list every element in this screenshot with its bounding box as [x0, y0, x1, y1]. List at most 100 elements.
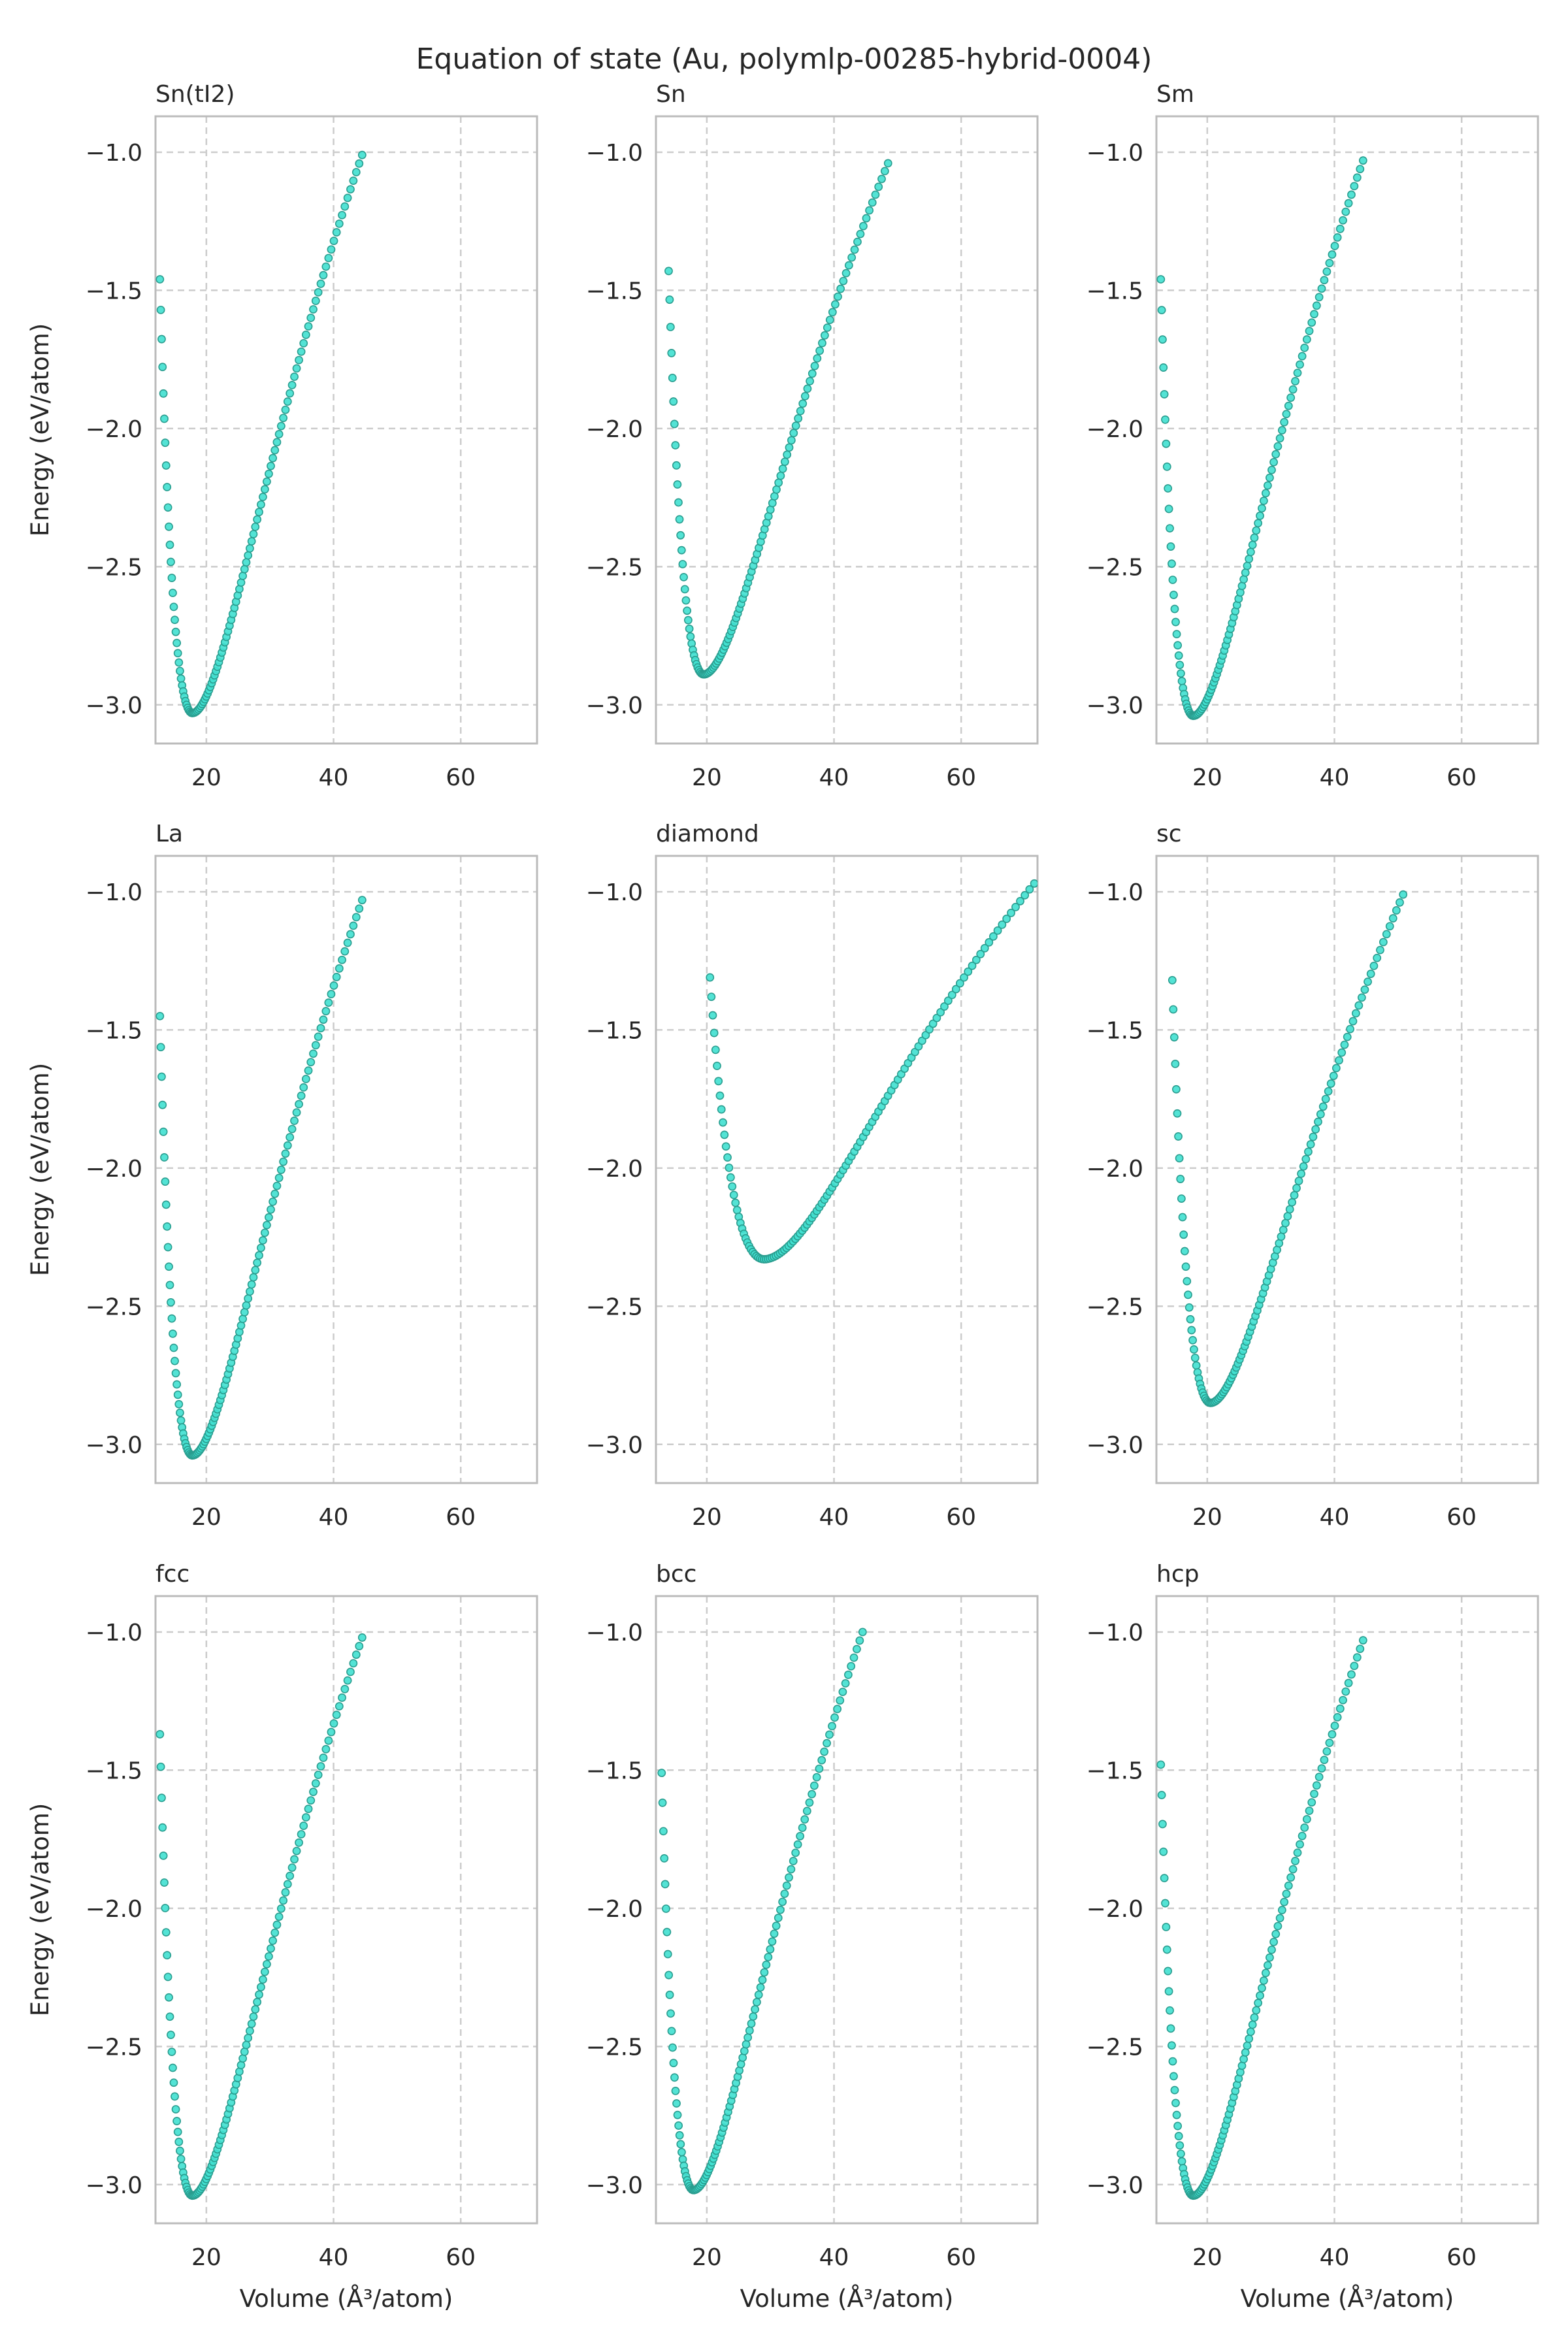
data-point: [169, 2063, 177, 2072]
data-point: [260, 1228, 269, 1237]
data-point: [1350, 1661, 1359, 1671]
data-point: [1186, 1315, 1195, 1324]
data-point: [1259, 497, 1268, 505]
data-point: [167, 1314, 176, 1323]
data-point: [673, 480, 682, 489]
data-point: [1241, 2048, 1250, 2057]
subplot-title: bcc: [656, 1561, 696, 1588]
data-point: [251, 1266, 260, 1275]
data-point: [319, 270, 328, 280]
data-point: [719, 1118, 727, 1127]
data-point: [778, 1897, 787, 1906]
subplot-title: Sm: [1156, 81, 1194, 108]
data-point: [329, 981, 338, 990]
data-point: [1284, 1881, 1293, 1890]
data-point: [301, 1075, 310, 1083]
data-point: [1267, 465, 1276, 474]
data-point: [355, 1642, 364, 1650]
data-point: [1173, 641, 1183, 650]
data-point: [287, 1863, 297, 1872]
data-point: [800, 391, 809, 400]
data-point: [1357, 993, 1366, 1002]
data-point: [1192, 1361, 1201, 1370]
data-point: [847, 253, 857, 262]
data-point: [314, 1771, 323, 1780]
data-point: [165, 1281, 174, 1290]
data-point: [1298, 351, 1307, 361]
data-point: [805, 1798, 814, 1807]
data-point: [346, 930, 355, 939]
data-point: [319, 1015, 328, 1024]
axes-frame: [655, 855, 1039, 1484]
data-point: [309, 1049, 318, 1058]
x-tick-label: 60: [1446, 1504, 1477, 1531]
data-point: [257, 500, 265, 509]
x-axis-label: Volume (Å³/atom): [1241, 2284, 1454, 2313]
data-point: [165, 522, 173, 531]
data-point: [1164, 1967, 1173, 1976]
data-point: [258, 493, 267, 502]
data-point: [815, 1764, 824, 1773]
data-point: [281, 405, 290, 414]
data-point: [1162, 462, 1171, 471]
subplot-title: Sn(tI2): [155, 81, 235, 108]
data-point: [1158, 1820, 1167, 1829]
data-point: [173, 2127, 182, 2136]
x-tick-label: 60: [946, 1504, 976, 1531]
data-point: [820, 1747, 829, 1756]
data-point: [1305, 1806, 1314, 1816]
data-point: [1190, 1345, 1198, 1354]
y-tick-label: −1.5: [86, 278, 142, 304]
data-point: [708, 1011, 717, 1020]
data-point: [351, 168, 361, 176]
data-point: [349, 921, 358, 930]
y-tick-label: −2.0: [586, 416, 643, 443]
data-point: [1376, 945, 1384, 955]
data-point: [1306, 1140, 1315, 1149]
data-point: [943, 996, 953, 1005]
x-tick-label: 20: [1192, 2244, 1222, 2271]
data-point: [774, 478, 783, 487]
data-point: [1324, 1086, 1333, 1096]
data-point: [324, 253, 333, 263]
axes-frame: [655, 1595, 1039, 2225]
data-point: [661, 1880, 670, 1889]
data-point: [1184, 1290, 1192, 1299]
data-point: [174, 658, 184, 667]
data-point: [1277, 1232, 1286, 1241]
y-tick-label: −3.0: [86, 1432, 142, 1459]
data-point: [1321, 1094, 1330, 1103]
data-point: [1158, 335, 1167, 344]
data-point: [674, 2121, 683, 2130]
y-tick-label: −1.0: [1086, 140, 1143, 167]
data-point: [159, 1127, 168, 1136]
y-tick-label: −3.0: [586, 2172, 643, 2199]
axes-frame: [655, 115, 1039, 745]
data-point: [745, 2026, 754, 2035]
data-point: [1256, 512, 1264, 520]
data-point: [286, 1871, 295, 1880]
data-point: [858, 1627, 867, 1637]
data-point: [936, 1007, 945, 1017]
data-point: [796, 1832, 805, 1840]
data-point: [1030, 879, 1037, 888]
data-point: [1159, 1847, 1168, 1856]
y-tick-label: −3.0: [1086, 693, 1143, 719]
data-point: [1282, 410, 1291, 419]
data-point: [960, 973, 968, 982]
data-point: [1344, 199, 1353, 208]
data-series: [155, 896, 367, 1460]
data-point: [357, 896, 367, 905]
x-tick-label: 20: [1192, 1504, 1222, 1531]
data-point: [1174, 2132, 1183, 2140]
data-point: [1176, 1175, 1185, 1183]
data-point: [281, 1888, 290, 1897]
data-point: [155, 275, 165, 284]
data-point: [865, 206, 874, 215]
data-point: [251, 522, 260, 531]
data-point: [1283, 1212, 1292, 1220]
data-point: [658, 1798, 667, 1807]
data-point: [1171, 1060, 1180, 1068]
data-point: [174, 2137, 184, 2146]
x-tick-label: 60: [1446, 764, 1477, 791]
